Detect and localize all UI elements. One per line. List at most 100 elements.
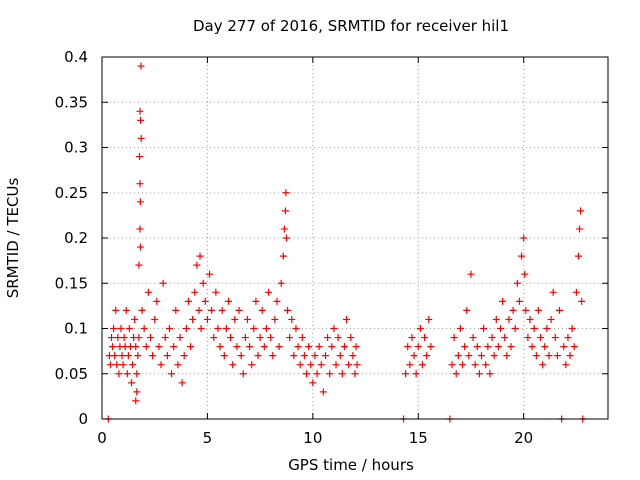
x-tick-label: 10 — [303, 429, 322, 447]
data-point — [208, 306, 216, 314]
data-point — [172, 306, 180, 314]
y-tick-label: 0 — [78, 410, 88, 428]
data-point — [256, 334, 264, 342]
x-tick-label: 5 — [203, 429, 213, 447]
data-point — [307, 361, 315, 369]
data-point — [562, 361, 570, 369]
data-point — [165, 325, 173, 332]
y-tick-label: 0.05 — [55, 365, 88, 383]
data-point — [494, 343, 502, 351]
data-point — [416, 325, 424, 332]
data-point — [279, 252, 287, 260]
chart-title: Day 277 of 2016, SRMTID for receiver hil… — [193, 17, 509, 35]
data-point — [132, 343, 140, 351]
data-point — [133, 370, 141, 378]
data-point — [136, 243, 144, 251]
data-point — [478, 352, 485, 360]
data-point — [184, 297, 192, 305]
data-point — [151, 315, 159, 323]
data-point — [109, 343, 117, 351]
data-point — [246, 343, 254, 351]
data-point — [345, 361, 353, 369]
data-point — [235, 306, 243, 314]
data-point — [129, 361, 137, 369]
data-point — [220, 352, 228, 360]
y-tick-label: 0.4 — [64, 48, 88, 66]
data-point — [258, 306, 266, 314]
data-point — [324, 334, 332, 342]
data-point — [532, 352, 540, 360]
data-point — [135, 261, 143, 269]
grid-layer — [102, 57, 608, 419]
data-point — [537, 334, 545, 342]
data-point — [176, 334, 184, 342]
data-point — [408, 334, 416, 342]
data-point — [125, 325, 133, 332]
data-point — [321, 352, 329, 360]
data-point — [124, 352, 132, 360]
data-point — [332, 361, 340, 369]
data-point — [199, 279, 207, 287]
data-point — [248, 361, 256, 369]
data-point — [425, 315, 433, 323]
data-point — [410, 352, 418, 360]
data-point — [149, 352, 157, 360]
data-point — [269, 352, 277, 360]
data-point — [138, 306, 146, 314]
data-point — [250, 325, 258, 332]
data-point — [112, 306, 120, 314]
data-point — [254, 352, 262, 360]
data-point — [465, 352, 473, 360]
data-point — [577, 207, 585, 215]
data-point — [343, 315, 351, 323]
data-point — [543, 325, 551, 332]
data-point — [265, 288, 273, 296]
data-point — [282, 234, 290, 242]
data-point — [313, 370, 321, 378]
data-point — [499, 297, 507, 305]
data-point — [549, 288, 557, 296]
data-point — [132, 397, 140, 405]
data-point — [334, 334, 342, 342]
data-point — [459, 361, 467, 369]
data-point — [319, 388, 327, 396]
data-point — [566, 352, 574, 360]
data-point — [275, 343, 283, 351]
data-point — [136, 107, 144, 115]
data-point — [513, 279, 521, 287]
data-point — [135, 334, 143, 342]
data-point — [182, 325, 190, 332]
data-point — [212, 288, 220, 296]
y-tick-label: 0.1 — [64, 320, 88, 338]
data-point — [122, 306, 130, 314]
data-point — [131, 315, 139, 323]
data-point — [463, 306, 471, 314]
data-point — [448, 361, 456, 369]
data-point — [214, 325, 222, 332]
data-point — [490, 352, 498, 360]
data-point — [159, 279, 167, 287]
y-tick-label: 0.25 — [55, 184, 88, 202]
data-point — [340, 343, 348, 351]
data-point — [237, 352, 245, 360]
data-point — [133, 388, 141, 396]
data-point — [338, 370, 346, 378]
data-point — [142, 343, 150, 351]
data-point — [252, 297, 260, 305]
data-point — [267, 334, 275, 342]
data-point — [418, 361, 426, 369]
data-point — [414, 343, 422, 351]
data-point — [123, 370, 131, 378]
data-point — [260, 343, 268, 351]
data-point — [560, 343, 568, 351]
data-point — [452, 370, 460, 378]
data-point — [178, 379, 186, 387]
data-point — [233, 343, 241, 351]
y-tick-label: 0.35 — [55, 93, 88, 111]
data-point — [530, 325, 538, 332]
data-point — [515, 297, 523, 305]
data-point — [296, 361, 304, 369]
data-point — [353, 361, 361, 369]
data-point — [311, 352, 319, 360]
data-point — [496, 325, 504, 332]
